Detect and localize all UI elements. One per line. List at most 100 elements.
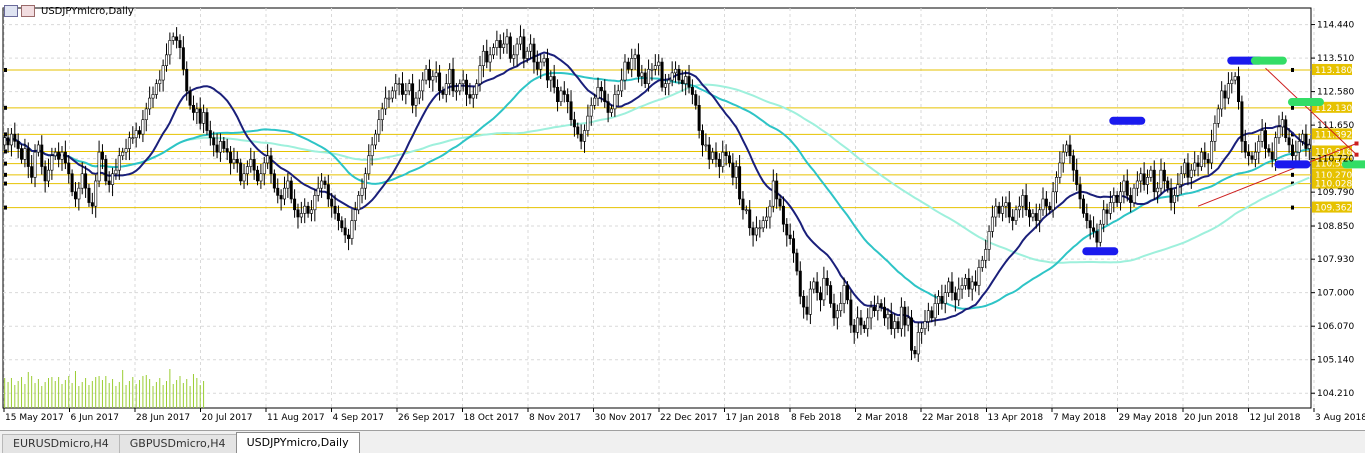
x-tick-label: 15 May 2017: [5, 413, 64, 423]
candle-bull: [80, 173, 84, 189]
x-tick-label: 8 Feb 2018: [791, 413, 842, 423]
y-tick-label: 113.510: [1317, 54, 1354, 64]
tab-gbpusd[interactable]: GBPUSDmicro,H4: [118, 434, 237, 453]
price-axis: 114.440 113.510 112.580 111.650 110.720 109.7…: [1311, 21, 1354, 399]
chart-title: USDJPYmicro,Daily: [41, 5, 134, 17]
candle-bear: [680, 79, 684, 84]
candle-bull: [404, 90, 408, 95]
candle-bear: [1085, 213, 1089, 221]
candle-bull: [1038, 209, 1042, 221]
ma-fast-line: [3, 51, 1310, 324]
candle-bull: [505, 36, 509, 45]
candle-bear: [175, 36, 179, 41]
candle-bear: [626, 61, 630, 70]
candle-bull: [471, 94, 475, 99]
candle-bull: [357, 195, 361, 211]
candle-bull: [559, 90, 563, 102]
candle-bull: [529, 43, 533, 52]
candle-bull: [586, 115, 590, 131]
candle-bear: [188, 90, 192, 106]
candle-bull: [667, 79, 671, 84]
level-label: 112.130: [1315, 104, 1352, 114]
candle-bear: [731, 162, 735, 178]
candle-bear: [522, 36, 526, 59]
candle-bull: [1122, 180, 1126, 193]
chart-window-icon[interactable]: [4, 5, 18, 17]
candle-bull: [1061, 151, 1065, 164]
level-anchor: [4, 161, 7, 166]
candle-bull: [377, 119, 381, 135]
candle-bear: [1071, 155, 1075, 171]
overlays: [1082, 56, 1365, 256]
level-label: 110.581: [1315, 160, 1352, 170]
candle-bull: [616, 90, 620, 95]
candle-bear: [997, 205, 1001, 214]
candle-bear: [556, 86, 560, 102]
candle-bull: [488, 54, 492, 63]
candle-bull: [1132, 187, 1136, 203]
level-label-bg: [1312, 145, 1352, 157]
candle-bear: [343, 227, 347, 236]
level-anchor: [1291, 105, 1294, 110]
candle-bull: [1058, 162, 1062, 178]
candle-bull: [60, 151, 64, 160]
level-label: 110.270: [1315, 171, 1352, 181]
candle-bear: [1081, 198, 1085, 214]
candle-bear: [347, 234, 351, 239]
candle-bear: [1243, 141, 1247, 153]
chart-area[interactable]: 113.180112.130111.392110.918110.581110.2…: [0, 0, 1365, 430]
candle-bear: [579, 133, 583, 142]
candle-bear: [775, 180, 779, 200]
candle-bear: [552, 76, 556, 88]
candle-bull: [835, 310, 839, 319]
candle-bear: [451, 68, 455, 92]
x-tick-label: 22 Dec 2017: [660, 413, 718, 423]
candle-bull: [495, 40, 499, 48]
level-anchor: [4, 132, 7, 137]
pivot-marker: [1341, 160, 1365, 169]
ma-mid-line: [3, 71, 1310, 310]
tab-usdjpy[interactable]: USDJPYmicro,Daily: [235, 432, 360, 453]
candle-bull: [144, 108, 148, 121]
candle-bull: [518, 36, 522, 45]
x-tick-label: 28 Jun 2017: [136, 413, 190, 423]
chart-properties-icon[interactable]: [21, 5, 35, 17]
candle-bear: [90, 202, 94, 207]
candle-bear: [13, 133, 17, 142]
candle-bull: [94, 180, 98, 207]
candle-bull: [744, 209, 748, 212]
candle-bull: [761, 220, 765, 229]
candle-bear: [1284, 119, 1288, 139]
candle-bear: [1263, 130, 1267, 149]
price-chart[interactable]: 113.180112.130111.392110.918110.581110.2…: [0, 0, 1365, 430]
candle-bull: [1156, 187, 1160, 193]
candle-bull: [232, 159, 236, 164]
tab-eurusd[interactable]: EURUSDmicro,H4: [2, 434, 120, 453]
candle-bear: [562, 90, 566, 95]
candle-bull: [970, 281, 974, 290]
candle-bear: [1092, 227, 1096, 232]
candle-bull: [491, 47, 495, 56]
candle-bear: [1028, 209, 1032, 218]
candle-bear: [1105, 209, 1109, 214]
candle-bear: [16, 141, 20, 149]
candle-bull: [1233, 76, 1237, 81]
candle-bear: [191, 104, 195, 113]
candle-bear: [910, 317, 914, 351]
candle-bear: [235, 159, 239, 164]
candle-bear: [792, 238, 796, 254]
candle-bull: [1277, 126, 1281, 139]
candle-bear: [913, 350, 917, 355]
candle-bull: [266, 155, 270, 164]
candle-bear: [606, 101, 610, 113]
candle-bear: [603, 90, 607, 102]
level-anchor: [1291, 67, 1294, 72]
candle-bull: [1146, 177, 1150, 185]
candle-bull: [1280, 119, 1284, 128]
candle-bull: [613, 94, 617, 110]
candle-bear: [326, 184, 330, 200]
candle-bull: [141, 119, 145, 135]
candle-bull: [154, 83, 158, 95]
candle-bull: [1172, 195, 1176, 203]
candle-bull: [407, 83, 411, 92]
